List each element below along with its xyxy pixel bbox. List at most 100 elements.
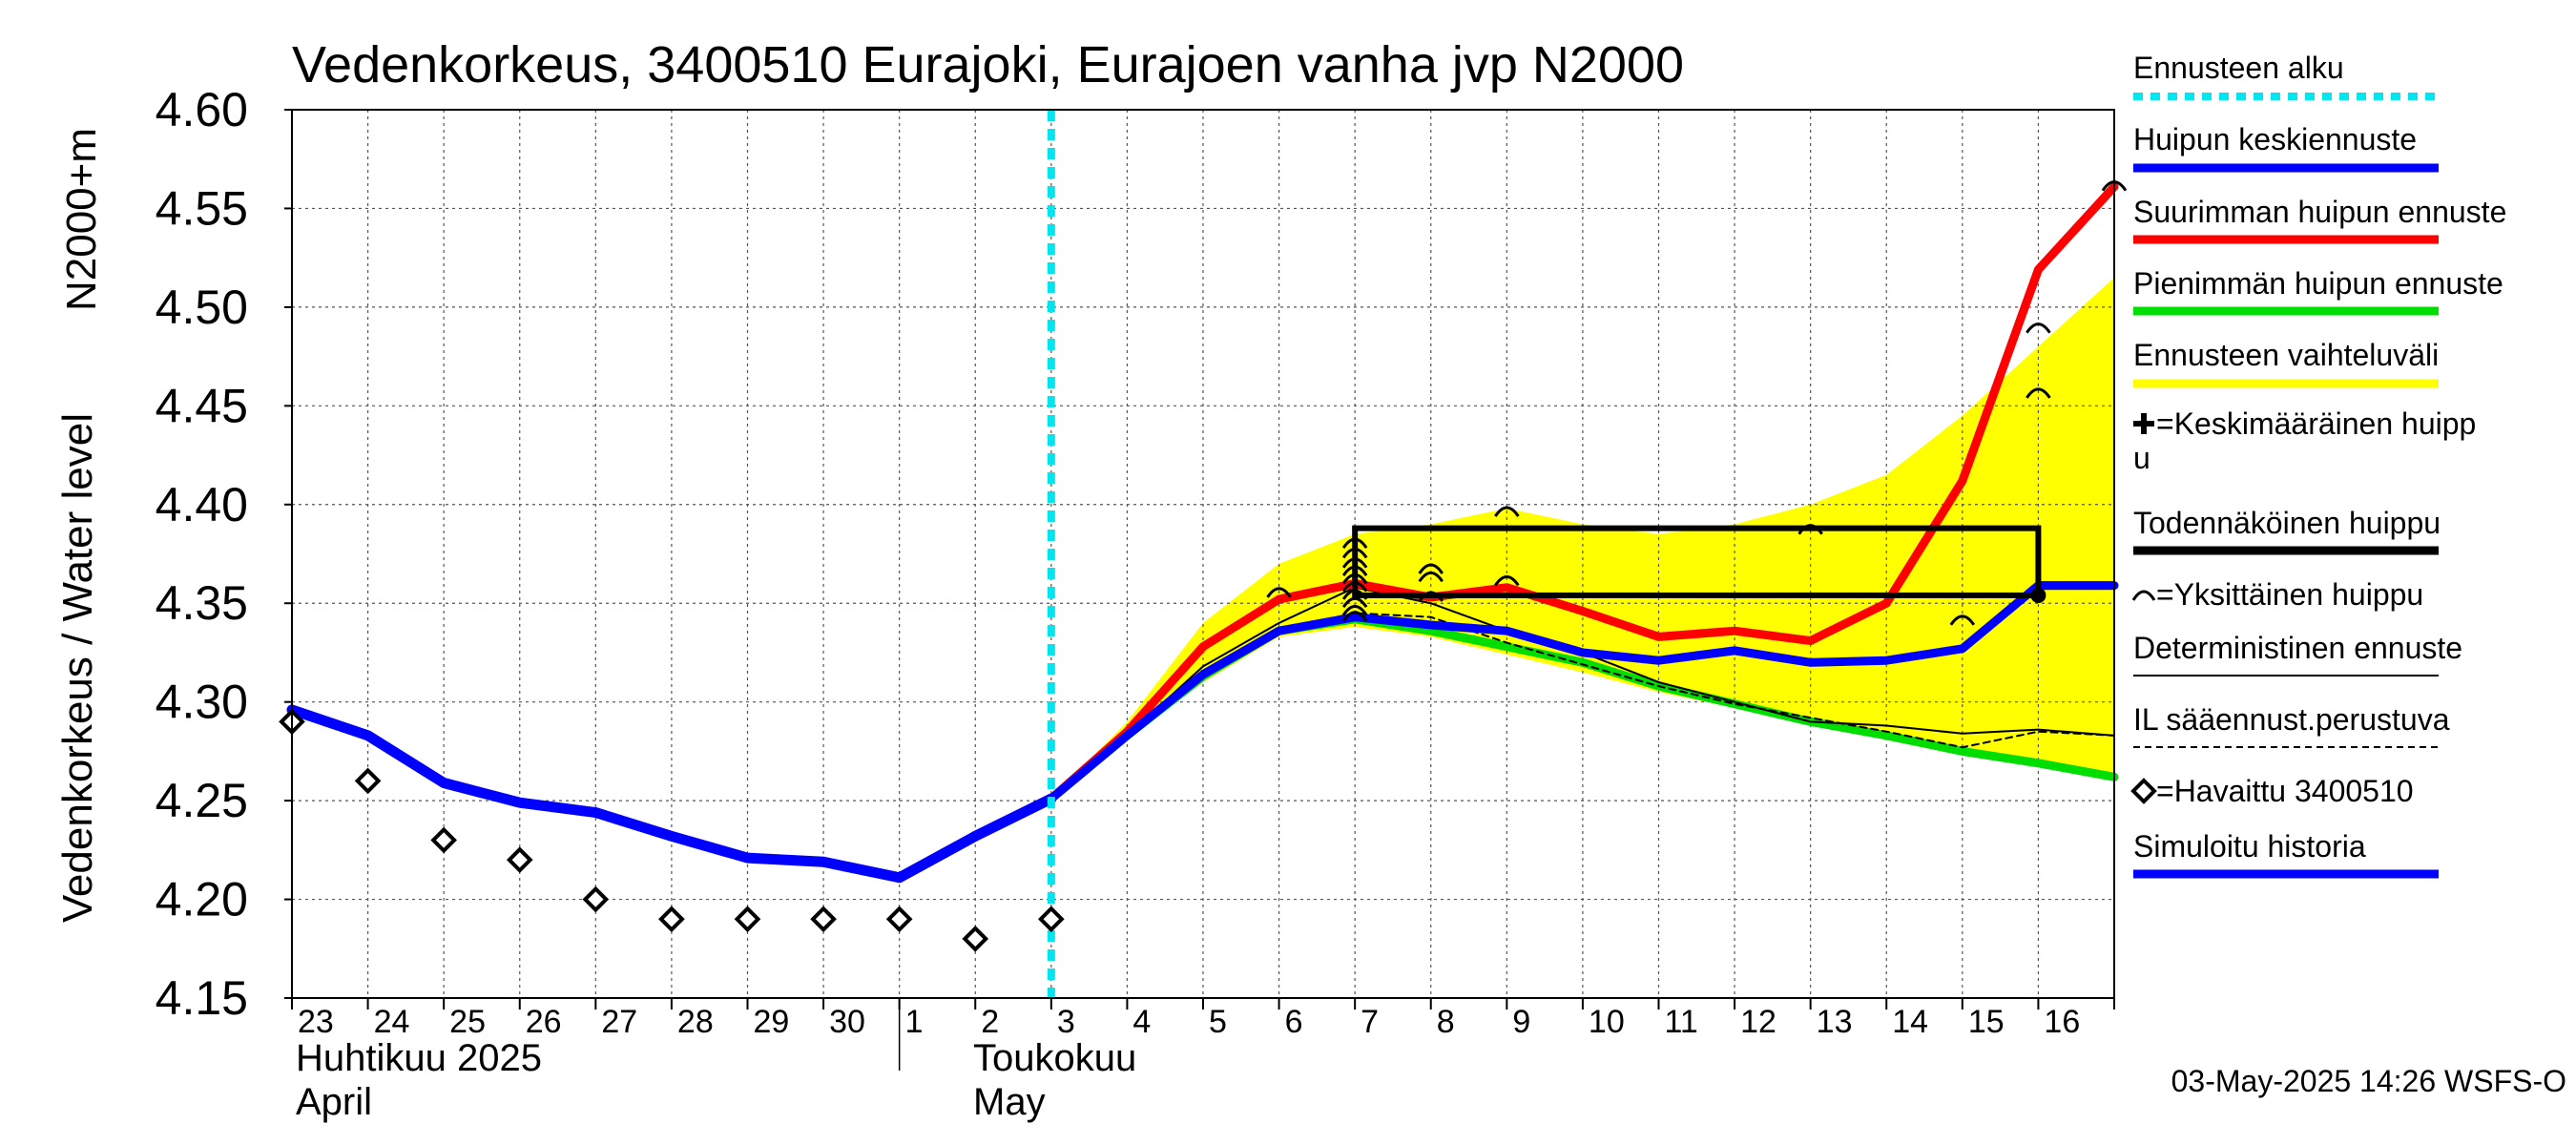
- legend-plus-icon: [2133, 413, 2154, 434]
- single-peak-marker: [1341, 537, 1368, 550]
- x-tick-label: 29: [754, 1004, 790, 1040]
- series-max-peak-forecast: [1047, 182, 2119, 803]
- legend-label: Ennusteen alku: [2133, 51, 2344, 85]
- legend-item: IL sääennust.perustuva: [2133, 702, 2450, 748]
- x-tick-label: 16: [2044, 1004, 2080, 1040]
- probable-peak-marker: [2030, 587, 2046, 603]
- month-label-may-line1: Toukokuu: [973, 1037, 1136, 1079]
- observed-point: [506, 846, 533, 874]
- legend-label: Deterministinen ennuste: [2133, 631, 2462, 665]
- observed-point: [354, 767, 382, 795]
- x-tick-label: 25: [449, 1004, 486, 1040]
- observed-point: [885, 906, 913, 933]
- observed-point: [430, 826, 457, 854]
- single-peak-marker: [1341, 557, 1368, 569]
- x-tick-label: 23: [298, 1004, 334, 1040]
- y-tick-label: 4.50: [156, 281, 248, 334]
- timestamp: 03-May-2025 14:26 WSFS-O: [2171, 1064, 2566, 1098]
- y-tick-label: 4.20: [156, 873, 248, 926]
- month-label-may: Toukokuu May: [973, 1037, 1136, 1123]
- legend-label: =Yksittäinen huippu: [2156, 577, 2423, 612]
- legend-diamond-icon: [2130, 778, 2157, 804]
- legend: Ennusteen alku Huipun keskiennuste Suurimm…: [2130, 51, 2506, 879]
- y-tick-label: 4.45: [156, 379, 248, 432]
- month-label-april-line2: April: [296, 1081, 372, 1123]
- x-tick-label: 26: [526, 1004, 562, 1040]
- single-peak-marker: [1949, 614, 1976, 626]
- y-tick-label: 4.35: [156, 576, 248, 630]
- grid-layer: [292, 109, 2114, 999]
- legend-item: Ennusteen alku: [2133, 51, 2439, 100]
- y-axis-label-bottom: Vedenkorkeus / Water level: [54, 413, 101, 923]
- legend-label: =Keskimääräinen huipp: [2156, 406, 2476, 441]
- x-tick-label: 1: [905, 1004, 924, 1040]
- y-tick-label: 4.40: [156, 478, 248, 531]
- single-peak-marker: [1341, 605, 1368, 616]
- legend-label: IL sääennust.perustuva: [2133, 702, 2450, 737]
- single-peak-marker: [1341, 611, 1368, 622]
- legend-item: =Yksittäinen huippu: [2131, 577, 2423, 612]
- single-peak-marker: [1341, 581, 1368, 593]
- y-tick-label: 4.30: [156, 676, 248, 729]
- single-peak-marker: [1341, 572, 1368, 585]
- y-tick-label: 4.55: [156, 181, 248, 235]
- legend-item: Todennäköinen huippu: [2133, 506, 2441, 555]
- single-peak-marker: [1266, 587, 1292, 598]
- y-tick-label: 4.60: [156, 83, 248, 136]
- series-simulated-history: [286, 704, 1057, 884]
- x-tick-label: 13: [1817, 1004, 1853, 1040]
- y-axis: 4.60 4.55 4.50 4.45 4.40 4.35 4.30 4.25 4.20 4.15: [156, 83, 292, 1025]
- observed-point: [582, 885, 610, 913]
- single-peak-marker: [1494, 574, 1520, 587]
- legend-item: Suurimman huipun ennuste: [2133, 195, 2506, 244]
- marker-layer: [279, 180, 2128, 952]
- month-label-may-line2: May: [973, 1081, 1046, 1123]
- legend-label: Huipun keskiennuste: [2133, 122, 2417, 156]
- x-tick-label: 9: [1512, 1004, 1530, 1040]
- x-tick-label: 11: [1665, 1004, 1698, 1040]
- single-peak-marker: [1341, 548, 1368, 559]
- legend-label: u: [2133, 441, 2150, 475]
- x-tick-label: 12: [1740, 1004, 1776, 1040]
- x-tick-label: 2: [981, 1004, 999, 1040]
- x-axis: 23 24 25 26 27 28 29 30 1 2 3 4 5 6 7 8 9 10 11 12 13 14 15 16: [291, 998, 2115, 1071]
- x-tick-label: 6: [1285, 1004, 1303, 1040]
- legend-label: Todennäköinen huippu: [2133, 506, 2441, 540]
- x-tick-label: 30: [829, 1004, 865, 1040]
- legend-item: Pienimmän huipun ennuste: [2133, 266, 2503, 316]
- legend-arc-icon: [2131, 590, 2156, 601]
- single-peak-marker: [1494, 506, 1520, 517]
- legend-label: Suurimman huipun ennuste: [2133, 195, 2506, 229]
- single-peak-marker: [1418, 591, 1444, 602]
- single-peak-marker: [1341, 565, 1368, 576]
- x-tick-label: 8: [1437, 1004, 1455, 1040]
- x-tick-label: 15: [1968, 1004, 2005, 1040]
- legend-item: Ennusteen vaihteluväli: [2133, 338, 2439, 388]
- series-layer: [286, 110, 2119, 998]
- x-tick-label: 4: [1132, 1004, 1151, 1040]
- legend-label: Pienimmän huipun ennuste: [2133, 266, 2503, 301]
- single-peak-marker: [1797, 524, 1823, 535]
- x-tick-label: 3: [1057, 1004, 1075, 1040]
- x-tick-label: 10: [1589, 1004, 1625, 1040]
- single-peak-marker: [2025, 387, 2051, 399]
- month-label-april-line1: Huhtikuu 2025: [296, 1037, 542, 1079]
- legend-item: Huipun keskiennuste: [2133, 122, 2439, 173]
- legend-item: Simuloitu historia: [2133, 829, 2439, 879]
- legend-item: Deterministinen ennuste: [2133, 631, 2462, 677]
- observed-point: [810, 906, 837, 933]
- probable-peak-box: [1352, 525, 2042, 598]
- x-tick-label: 24: [374, 1004, 410, 1040]
- legend-label: Simuloitu historia: [2133, 829, 2366, 864]
- single-peak-marker: [1341, 589, 1368, 600]
- x-tick-label: 14: [1892, 1004, 1928, 1040]
- observed-point: [1038, 906, 1065, 933]
- single-peak-marker: [1418, 571, 1444, 583]
- y-tick-label: 4.25: [156, 774, 248, 827]
- x-tick-label: 7: [1361, 1004, 1379, 1040]
- x-tick-label: 28: [677, 1004, 714, 1040]
- single-peak-marker: [2025, 323, 2051, 334]
- observed-point: [658, 906, 685, 933]
- x-tick-label: 5: [1209, 1004, 1227, 1040]
